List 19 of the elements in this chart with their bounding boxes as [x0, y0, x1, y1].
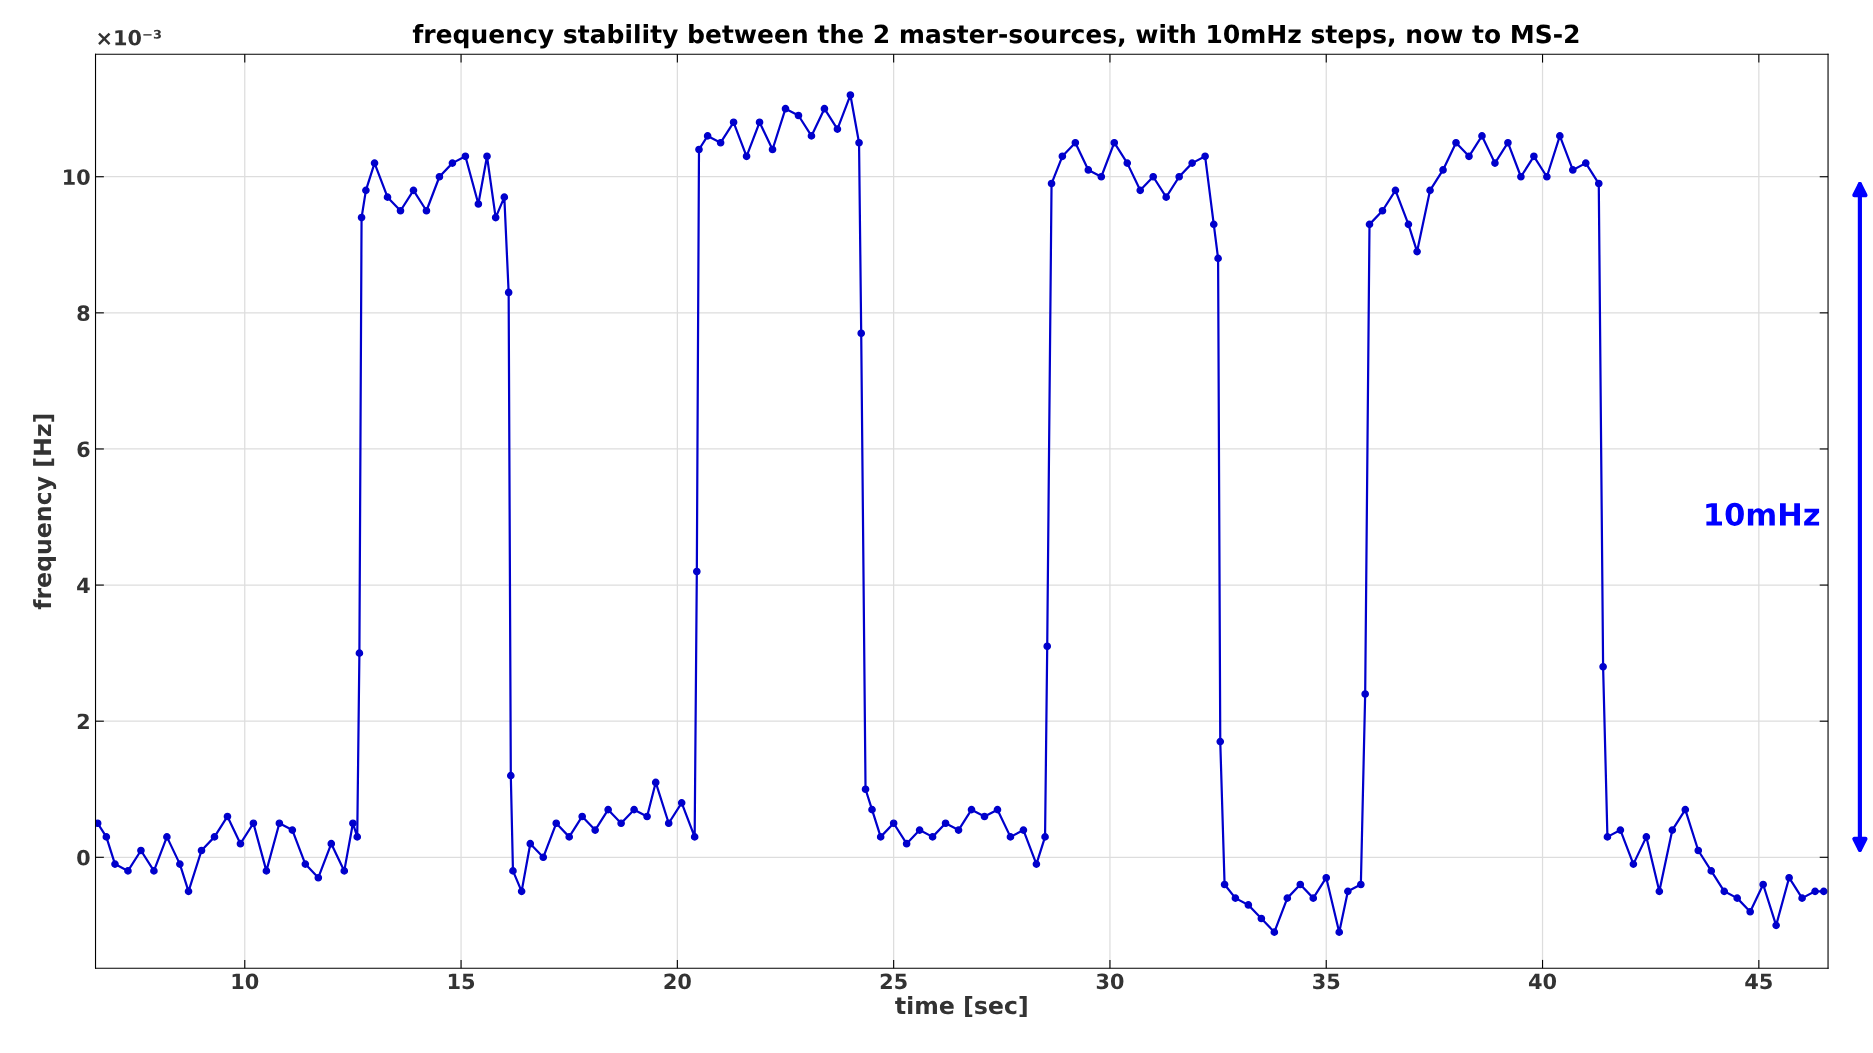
x-tick-label: 25 — [880, 973, 907, 990]
y-tick-label: 2 — [77, 713, 89, 730]
annotation: 10mHz — [1706, 502, 1820, 526]
x-axis-title: time [sec] — [895, 996, 1027, 1018]
y-tick-label: 0 — [77, 849, 90, 866]
x-tick-label: 35 — [1313, 973, 1340, 990]
y-tick-label: 8 — [77, 305, 90, 322]
x-tick-label: 40 — [1528, 973, 1557, 990]
y-tick-label: 6 — [77, 441, 90, 458]
x-tick-label: 20 — [664, 973, 691, 990]
x-tick-label: 30 — [1096, 973, 1124, 990]
y-axis-title: frequency [Hz] — [33, 414, 57, 610]
text: ×10⁻³ — [98, 29, 161, 46]
x-tick-label: 10 — [232, 973, 259, 990]
x-tick-label: 45 — [1745, 973, 1772, 990]
chart-title: frequency stability between the 2 master-sources, with 10mHz steps, now to MS-2 — [412, 24, 1579, 49]
y-tick-label: 4 — [77, 577, 90, 593]
x-tick-label: 15 — [448, 973, 475, 990]
y-tick-label: 10 — [64, 169, 90, 185]
